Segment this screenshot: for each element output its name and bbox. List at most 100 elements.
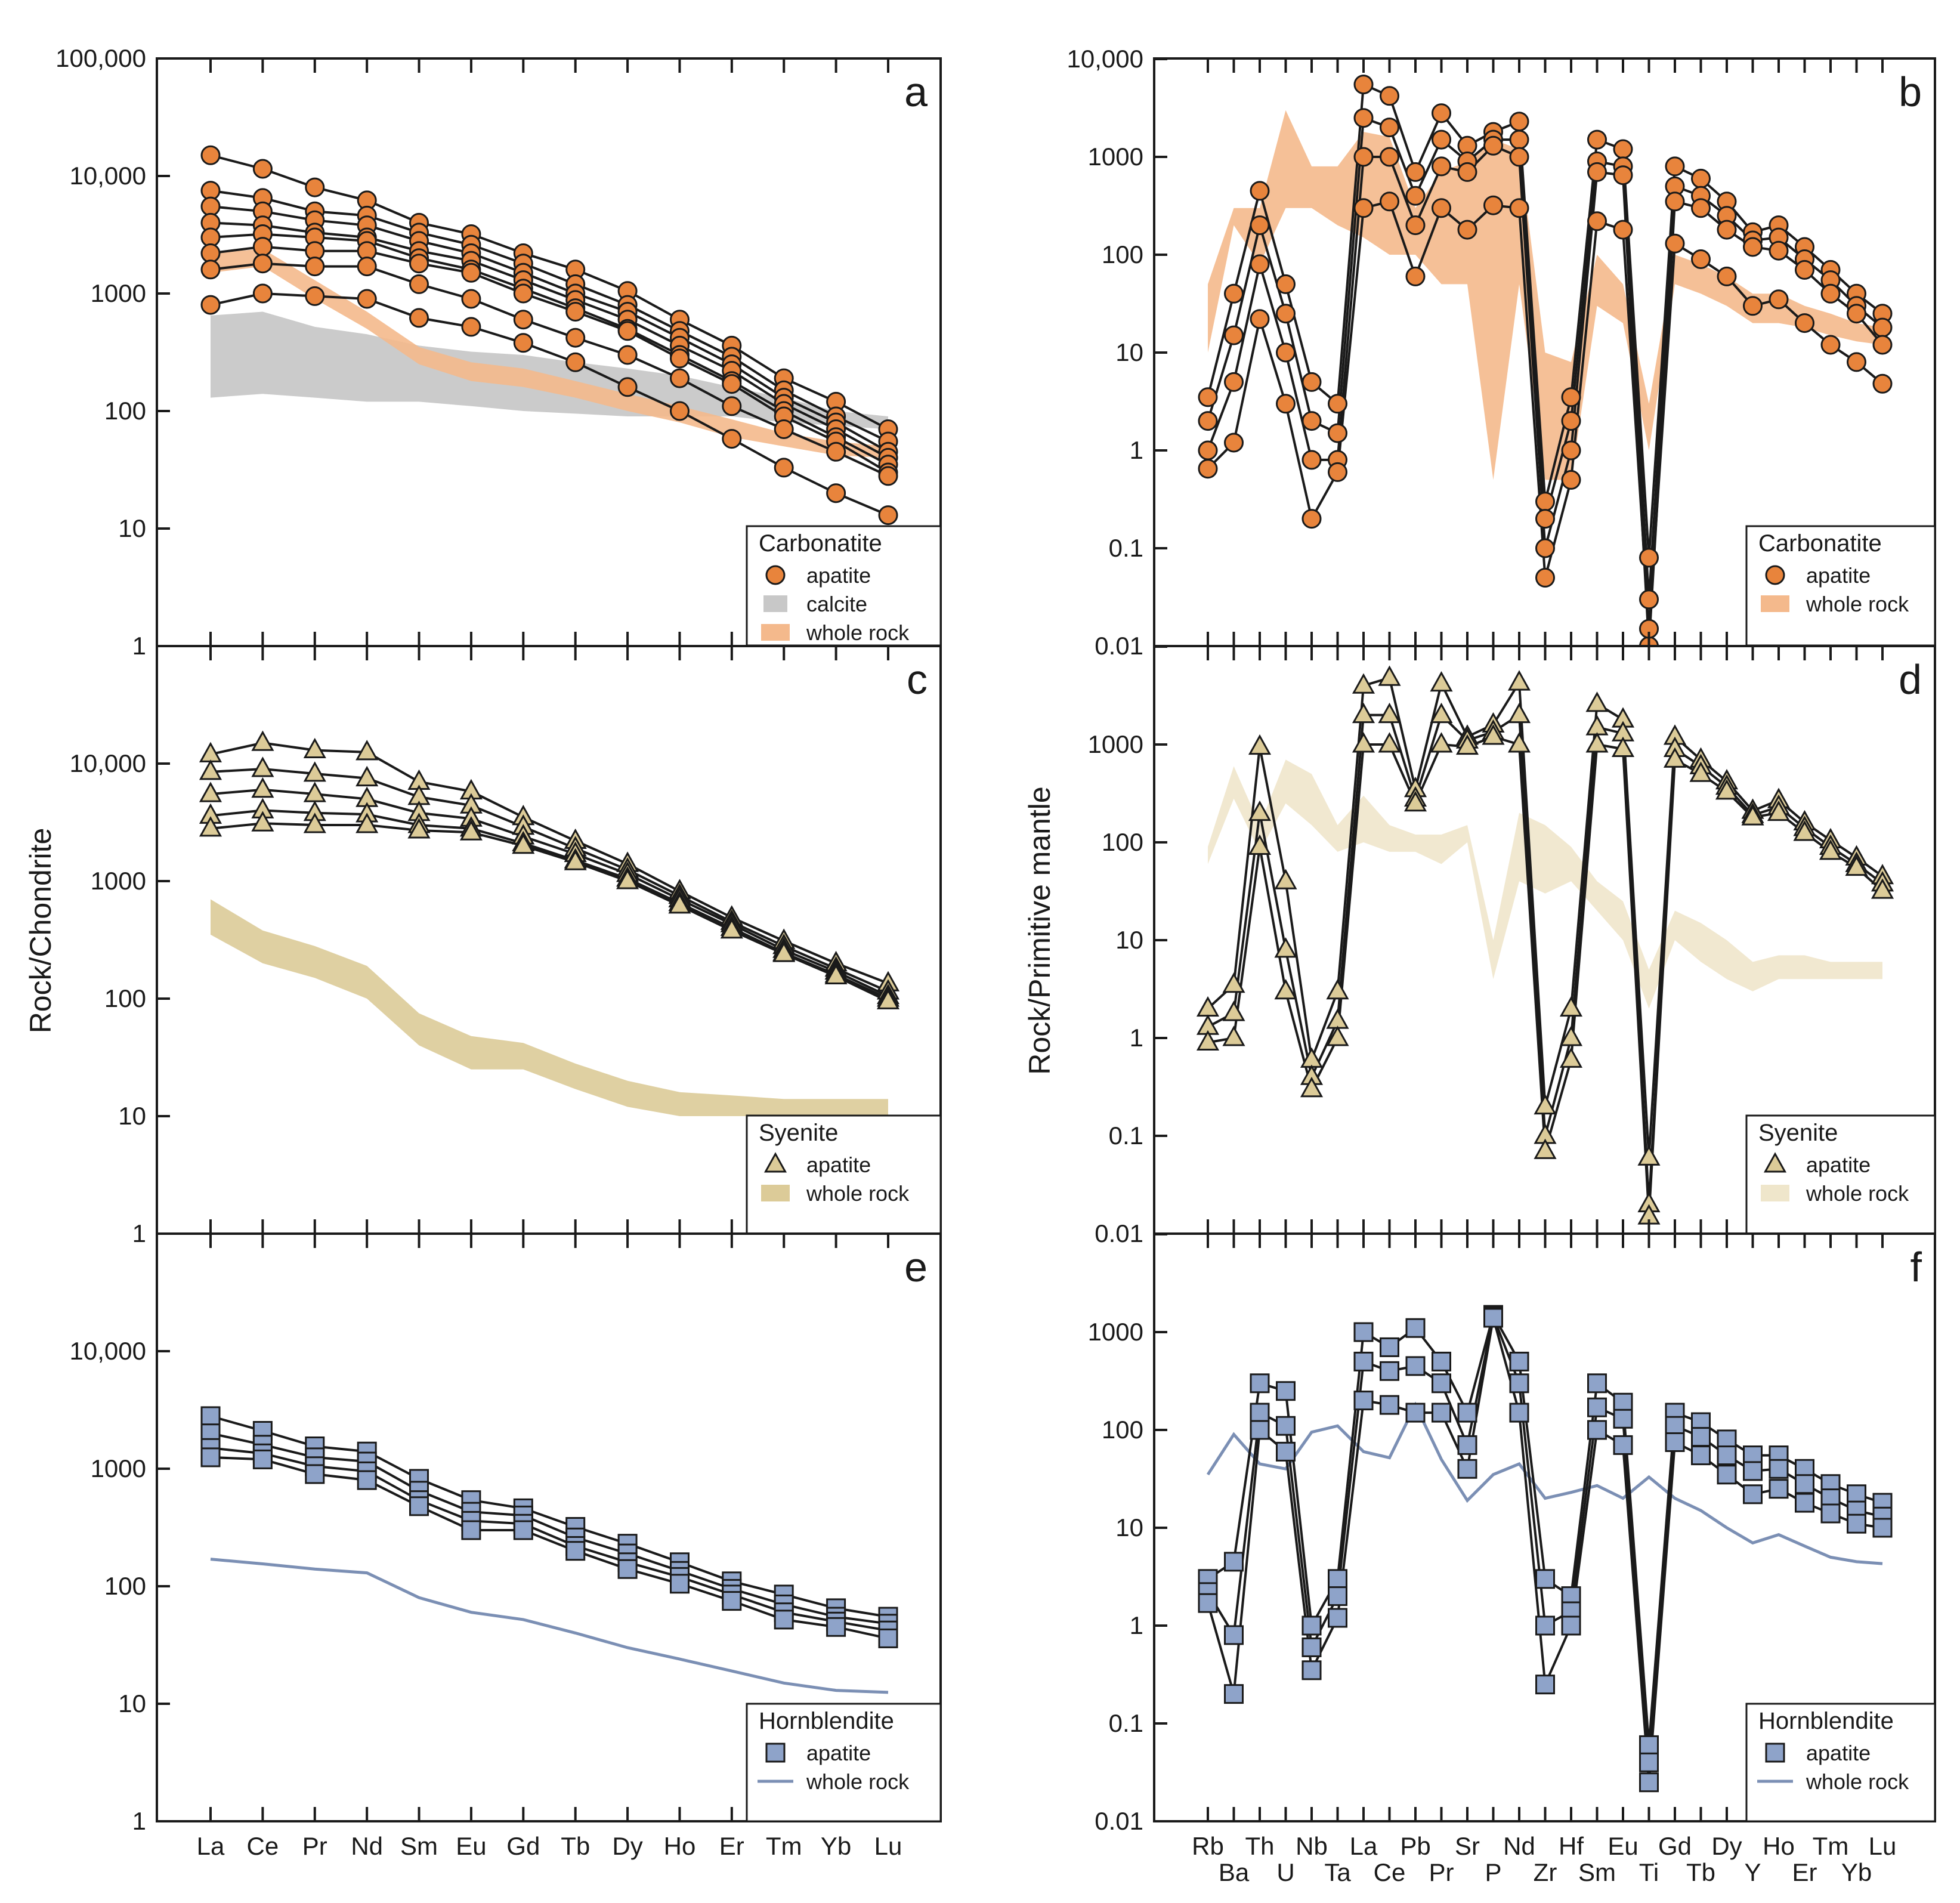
d-apatite-point [1585, 732, 1609, 753]
b-apatite-point [1405, 266, 1426, 286]
f-apatite-point [1328, 1569, 1347, 1589]
y-tick-label-c: 100 [104, 984, 146, 1012]
b-apatite-point [1509, 129, 1529, 150]
b-apatite-point [1457, 220, 1477, 240]
y-tick-label-c: 10,000 [70, 749, 146, 777]
a-apatite-point [461, 289, 481, 309]
b-apatite-point [1432, 198, 1451, 218]
y-tick-label-f: 0.1 [1109, 1709, 1143, 1737]
b-apatite-point [1613, 165, 1633, 186]
b-apatite-point [1847, 304, 1866, 324]
b-apatite-point [1198, 411, 1218, 431]
y-tick-label-b: 100 [1102, 240, 1143, 268]
legend-marker-f-apatite [1765, 1743, 1785, 1763]
a-apatite-point [774, 458, 794, 478]
a-apatite-point [826, 483, 846, 503]
c-apatite-point [720, 918, 743, 939]
d-apatite-point [1611, 736, 1635, 757]
f-apatite-point [1353, 1391, 1374, 1411]
f-apatite-point [1743, 1461, 1763, 1481]
f-apatite-point [1224, 1684, 1244, 1704]
c-apatite-point [616, 869, 639, 889]
c-apatite-point [407, 818, 431, 839]
a-apatite-point [200, 243, 221, 263]
e-apatite-point [200, 1406, 221, 1426]
legend-label-b: whole rock [1806, 592, 1909, 616]
d-apatite-point [1222, 1000, 1245, 1021]
y-tick-label-e: 10 [118, 1689, 146, 1717]
y-tick-label-a: 100,000 [55, 44, 146, 72]
b-apatite-point [1198, 459, 1218, 479]
f-apatite-point [1328, 1608, 1347, 1628]
panel-letter-e: e [904, 1244, 928, 1290]
f-apatite-point [1432, 1402, 1451, 1423]
f-apatite-point [1301, 1615, 1322, 1636]
d-apatite-point [1326, 1025, 1349, 1046]
d-apatite-point [1352, 702, 1375, 724]
y-tick-label-c: 10 [118, 1102, 146, 1130]
legend-box-f [1745, 1703, 1936, 1822]
x-tick-label-f: Pb [1400, 1832, 1430, 1860]
f-apatite-point [1457, 1402, 1477, 1423]
panel-letter-a: a [904, 69, 928, 115]
f-apatite-point [1872, 1518, 1893, 1538]
b-apatite-point [1535, 492, 1555, 512]
a-apatite-point [252, 254, 273, 274]
y-tick-label-a: 100 [104, 397, 146, 425]
y-tick-label-a: 1000 [91, 279, 146, 307]
x-tick-label-e: Sm [400, 1832, 438, 1860]
d-apatite-point [1430, 702, 1453, 724]
y-tick-label-a: 1 [132, 632, 146, 660]
b-apatite-point [1717, 266, 1737, 286]
c-apatite-line-0 [210, 742, 889, 985]
panel-letter-d: d [1899, 656, 1922, 703]
a-apatite-point [670, 368, 690, 388]
x-tick-label-e: Lu [874, 1832, 902, 1860]
a-apatite-point [305, 177, 325, 197]
b-apatite-point [1795, 260, 1814, 280]
f-apatite-point [1535, 1615, 1555, 1636]
b-apatite-point [1665, 233, 1685, 254]
d-apatite-point [1274, 979, 1297, 1000]
b-apatite-point [1665, 191, 1685, 212]
b-apatite-point [1587, 211, 1607, 231]
panel-d: 0.01 0.1 1 10 100 1000 d Syenite apatite whole ro… [1088, 645, 1936, 1247]
f-apatite-point [1301, 1660, 1322, 1680]
c-whole-rock-band [211, 899, 888, 1116]
c-apatite-point [355, 765, 379, 787]
b-apatite-point [1535, 567, 1555, 588]
a-apatite-point [305, 286, 325, 306]
c-apatite-point [459, 820, 483, 841]
b-apatite-point [1380, 86, 1399, 106]
y-tick-label-c: 1000 [91, 867, 146, 895]
legend-title-e: Hornblendite [759, 1708, 894, 1734]
x-tick-label-f: Y [1744, 1858, 1761, 1886]
legend-swatch-b-whole-rock [1761, 595, 1789, 612]
a-apatite-point [200, 295, 221, 315]
a-apatite-point [409, 308, 429, 328]
f-apatite-point [1665, 1432, 1685, 1452]
b-apatite-point [1769, 289, 1789, 310]
panel-c: 1 10 100 1000 10,000 c Syenite apatite whole roc… [70, 645, 942, 1247]
x-tick-label-e: Pr [302, 1832, 327, 1860]
f-apatite-point [1224, 1552, 1244, 1572]
b-whole-rock-band [1208, 110, 1882, 480]
x-tick-label-f: P [1485, 1858, 1501, 1886]
legend-label-e: apatite [806, 1741, 871, 1765]
e-apatite-point [617, 1559, 638, 1579]
y-tick-label-b: 10 [1115, 338, 1143, 366]
y-tick-label-d: 1 [1130, 1024, 1143, 1052]
b-apatite-point [1198, 387, 1218, 407]
b-apatite-point [1872, 335, 1893, 355]
x-tick-label-e: La [197, 1832, 225, 1860]
b-apatite-point [1587, 162, 1607, 182]
x-tick-label-f: Sm [1578, 1858, 1616, 1886]
b-apatite-point [1250, 254, 1270, 274]
x-tick-label-e: Nd [351, 1832, 383, 1860]
e-apatite-point [774, 1609, 794, 1630]
a-apatite-point [722, 396, 742, 416]
y-tick-label-e: 10,000 [70, 1337, 146, 1365]
b-apatite-point [1353, 75, 1374, 95]
b-apatite-point [1587, 129, 1607, 150]
b-apatite-point [1250, 181, 1270, 201]
